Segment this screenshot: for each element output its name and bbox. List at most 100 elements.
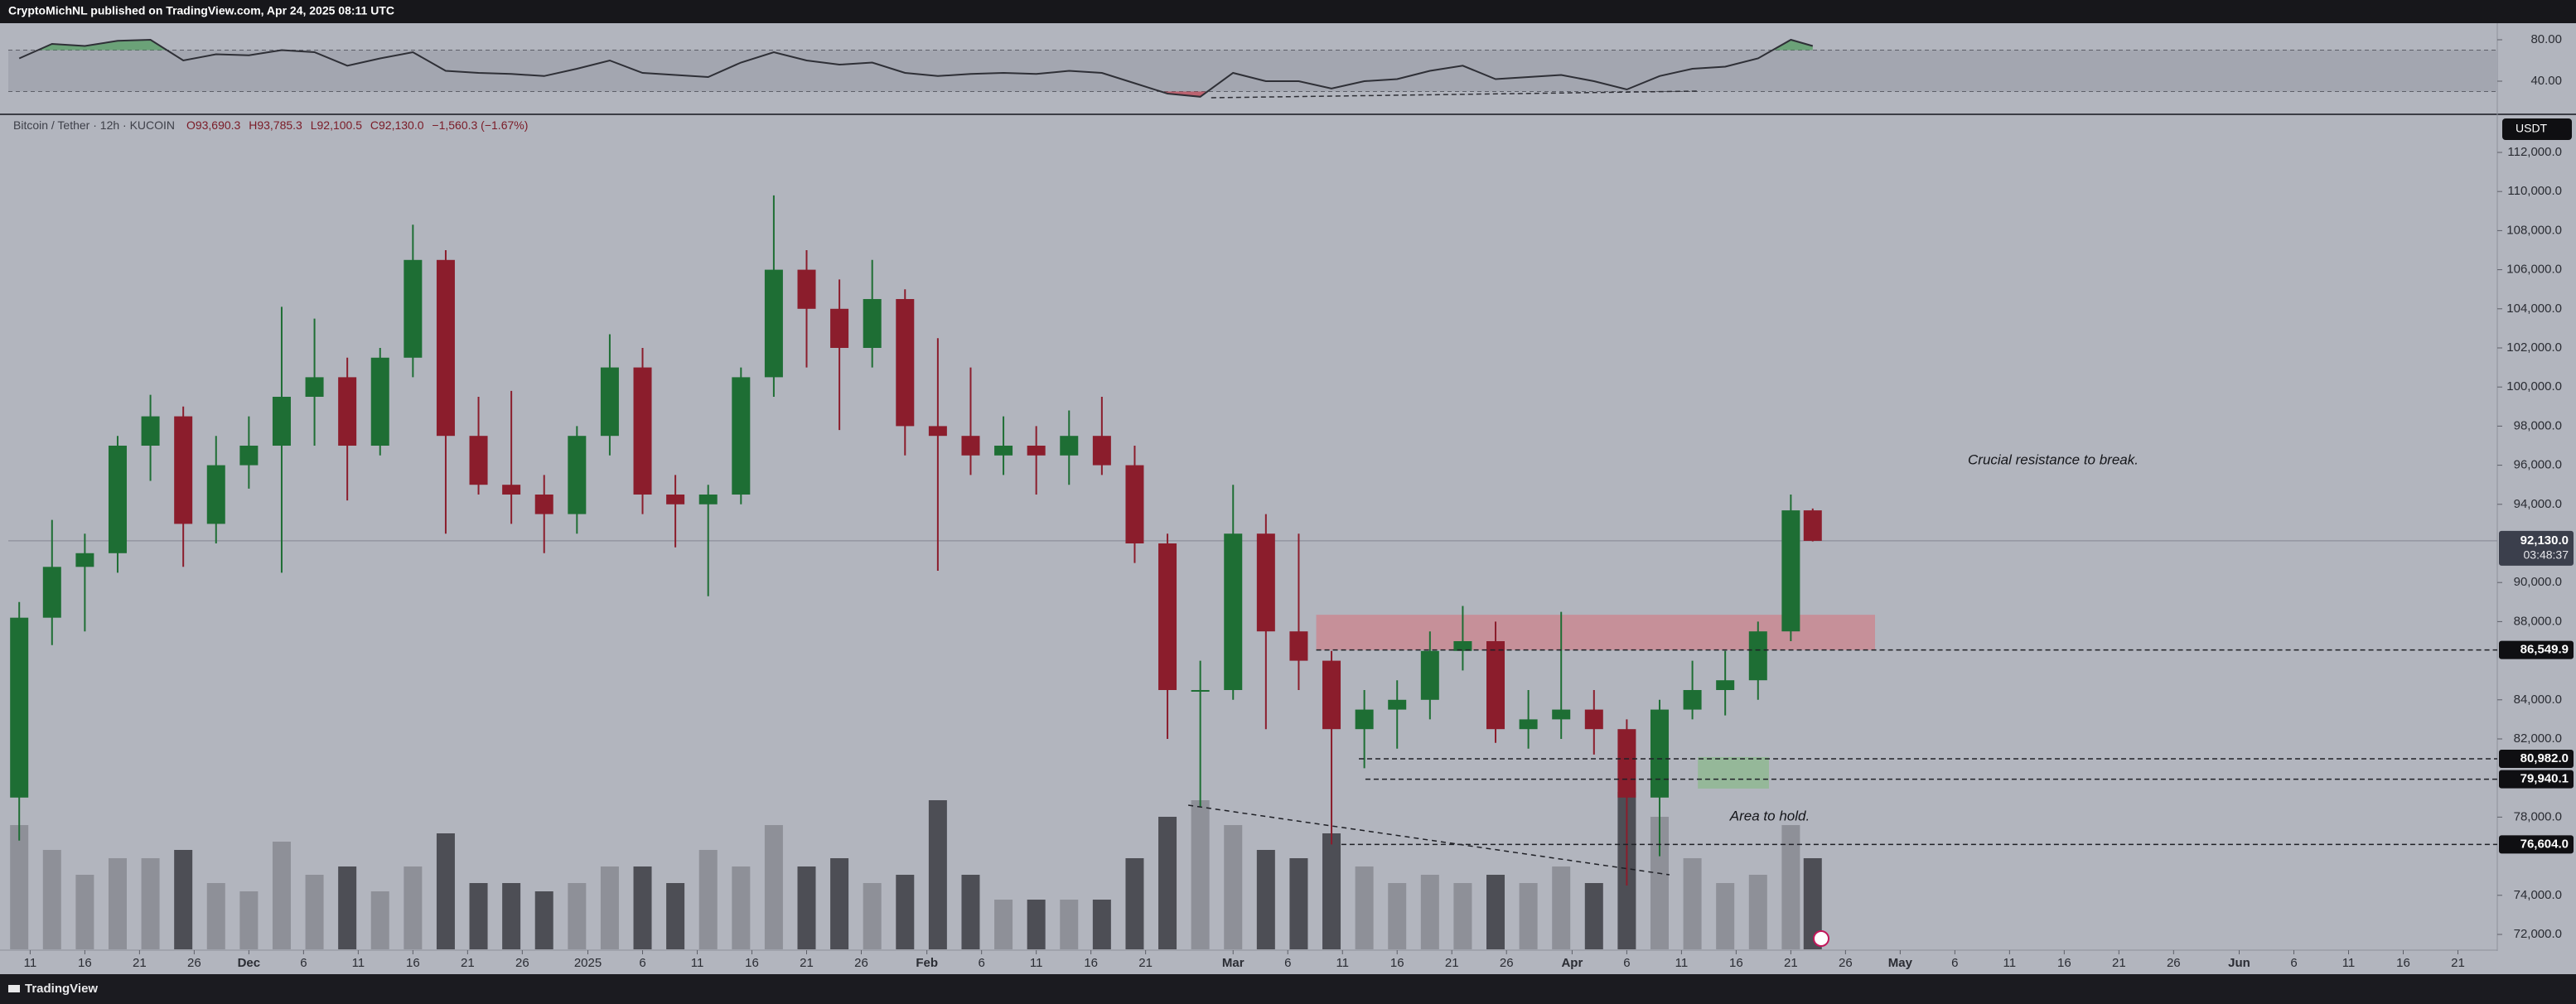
y-tick-label: 108,000.0 — [2506, 223, 2562, 237]
candle-body — [1289, 631, 1308, 661]
volume-bar — [1125, 858, 1144, 949]
candles — [10, 195, 1822, 886]
footer-bar — [0, 974, 2576, 1004]
currency: USDT — [2516, 122, 2548, 135]
y-tick-label: 104,000.0 — [2506, 302, 2562, 316]
x-tick-label: 21 — [1784, 956, 1798, 970]
rsi-band — [8, 50, 2497, 92]
x-tick-label: 16 — [406, 956, 420, 970]
candle-body — [141, 416, 160, 446]
candle-body — [1191, 689, 1210, 692]
candle-body — [830, 308, 849, 348]
volume-bar — [206, 883, 225, 949]
volume-bar — [666, 883, 685, 949]
x-tick-label: 6 — [1284, 956, 1291, 970]
candle-body — [1060, 436, 1079, 456]
y-tick-label: 102,000.0 — [2506, 340, 2562, 355]
candle-body — [1125, 465, 1144, 543]
level-label-box — [2499, 640, 2574, 659]
candle-body — [1650, 709, 1669, 798]
x-tick-label: 16 — [2396, 956, 2410, 970]
candle-body — [863, 298, 882, 348]
candle-body — [1158, 543, 1177, 690]
level-label-box — [2499, 835, 2574, 854]
volume-bar — [436, 833, 455, 949]
volume-bar — [732, 866, 751, 949]
x-tick-label: 11 — [2342, 956, 2356, 970]
volume-bar — [600, 866, 619, 949]
volume-bar — [568, 883, 587, 949]
candle-body — [1388, 699, 1407, 710]
candle-body — [764, 269, 783, 378]
volume-bar — [1191, 800, 1210, 949]
y-tick-label: 82,000.0 — [2514, 731, 2562, 746]
candle-body — [1355, 709, 1374, 730]
candle-body — [370, 357, 389, 446]
x-tick-label: 16 — [745, 956, 759, 970]
volume-bar — [305, 875, 324, 949]
candle-body — [1453, 640, 1472, 651]
y-tick-label: 98,000.0 — [2514, 418, 2562, 432]
level-label-box — [2499, 750, 2574, 769]
x-tick-label: Apr — [1561, 956, 1583, 970]
rsi-tick-label: 80.00 — [2530, 32, 2562, 46]
x-tick-label: 21 — [2112, 956, 2126, 970]
volume-bar — [1256, 850, 1275, 949]
volume-bar — [1584, 883, 1603, 949]
volume-bar — [1027, 900, 1046, 949]
volume-bar — [404, 866, 423, 949]
chart-background — [0, 23, 2576, 951]
volume-bar — [764, 825, 783, 949]
volume-bar — [338, 866, 357, 949]
candle-body — [502, 485, 521, 495]
volume-bar — [75, 875, 94, 949]
volume-bar — [1092, 900, 1111, 949]
last-price-countdown: 03:48:37 — [2524, 548, 2569, 562]
zone — [1698, 756, 1769, 789]
volume-bar — [10, 825, 29, 949]
candle-body — [239, 445, 259, 466]
volume-bar — [698, 850, 718, 949]
candle-body — [1716, 680, 1735, 690]
x-tick-label: Mar — [1222, 956, 1245, 970]
candle-body — [1027, 445, 1046, 456]
x-tick-label: 11 — [1336, 956, 1349, 970]
trendline — [1188, 804, 1670, 876]
volume-bar — [1388, 883, 1407, 949]
x-tick-label: 6 — [2290, 956, 2297, 970]
y-tick-label: 106,000.0 — [2506, 263, 2562, 277]
volume-bar — [1683, 858, 1702, 949]
x-tick-label: 6 — [639, 956, 645, 970]
drawing-marker — [1813, 930, 1829, 947]
x-tick-label: May — [1888, 956, 1913, 970]
rsi-line — [18, 38, 1814, 98]
symbol: Bitcoin / Tether · 12h · KUCOIN — [13, 118, 175, 132]
level-label: 76,604.0 — [2520, 837, 2569, 851]
candle-body — [1803, 510, 1822, 541]
candle-body — [1092, 436, 1111, 466]
volume-bar — [1355, 866, 1374, 949]
x-tick-label: 26 — [1500, 956, 1514, 970]
volume-bar — [1289, 858, 1308, 949]
time-axis — [0, 951, 2576, 974]
candle-body — [75, 553, 94, 567]
symbol-legend: Bitcoin / Tether · 12h · KUCOIN O93,690.… — [13, 118, 528, 132]
rsi-trendline — [1211, 90, 1699, 99]
x-tick-label: Dec — [238, 956, 261, 970]
candle-body — [1486, 640, 1505, 730]
x-tick-label: 6 — [1951, 956, 1958, 970]
x-tick-label: 26 — [1839, 956, 1853, 970]
volume-bar — [633, 866, 652, 949]
level-label: 86,549.9 — [2520, 643, 2569, 657]
y-tick-label: 74,000.0 — [2514, 888, 2562, 902]
x-tick-label: 16 — [78, 956, 92, 970]
volume-bar — [469, 883, 488, 949]
volume-bar — [896, 875, 915, 949]
x-tick-label: 26 — [2167, 956, 2181, 970]
volume-bar — [961, 875, 980, 949]
last-price-box — [2499, 530, 2574, 566]
candle-body — [10, 617, 29, 798]
candle-body — [174, 416, 193, 524]
header-bar — [0, 0, 2576, 23]
